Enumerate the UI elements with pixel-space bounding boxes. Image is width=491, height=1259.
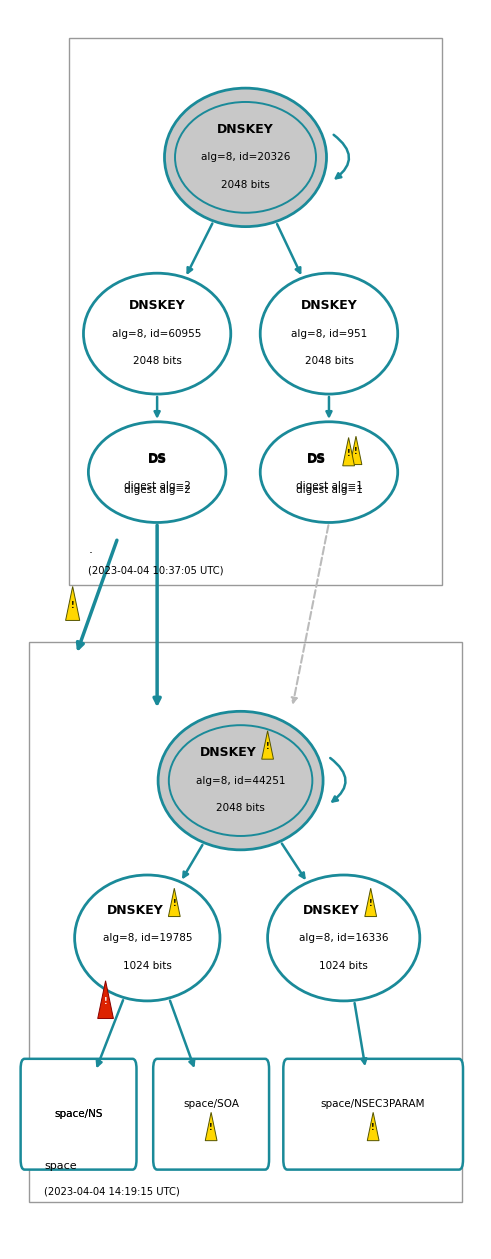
Text: DNSKEY: DNSKEY	[303, 904, 360, 917]
Text: DNSKEY: DNSKEY	[129, 300, 186, 312]
Text: !: !	[104, 997, 108, 1006]
Text: space: space	[44, 1161, 77, 1171]
Text: alg=8, id=951: alg=8, id=951	[291, 329, 367, 339]
FancyArrowPatch shape	[334, 135, 349, 179]
Text: 2048 bits: 2048 bits	[216, 803, 265, 813]
Text: 1024 bits: 1024 bits	[319, 961, 368, 971]
Text: DS: DS	[147, 452, 167, 465]
Text: 2048 bits: 2048 bits	[221, 180, 270, 190]
Text: !: !	[266, 742, 270, 750]
Ellipse shape	[268, 875, 420, 1001]
Text: space/SOA: space/SOA	[183, 1099, 239, 1109]
Polygon shape	[66, 587, 80, 621]
Text: alg=8, id=19785: alg=8, id=19785	[103, 933, 192, 943]
Polygon shape	[262, 730, 273, 759]
FancyBboxPatch shape	[21, 1059, 136, 1170]
Text: DS: DS	[307, 452, 327, 465]
Text: DS: DS	[307, 453, 327, 466]
Text: digest alg=1: digest alg=1	[296, 485, 362, 495]
Text: DNSKEY: DNSKEY	[217, 123, 274, 136]
Text: alg=8, id=60955: alg=8, id=60955	[112, 329, 202, 339]
Text: (2023-04-04 10:37:05 UTC): (2023-04-04 10:37:05 UTC)	[88, 565, 224, 575]
Text: DNSKEY: DNSKEY	[107, 904, 164, 917]
Text: alg=8, id=20326: alg=8, id=20326	[201, 152, 290, 162]
Polygon shape	[98, 981, 113, 1019]
Ellipse shape	[260, 422, 398, 522]
Ellipse shape	[164, 88, 327, 227]
Polygon shape	[367, 1113, 379, 1141]
Text: !: !	[354, 447, 358, 456]
Text: alg=8, id=16336: alg=8, id=16336	[299, 933, 388, 943]
Ellipse shape	[83, 273, 231, 394]
Polygon shape	[205, 1113, 217, 1141]
Text: 1024 bits: 1024 bits	[123, 961, 172, 971]
Text: .: .	[88, 544, 92, 556]
Text: 2048 bits: 2048 bits	[304, 356, 354, 366]
Text: digest alg=2: digest alg=2	[124, 481, 191, 491]
Text: (2023-04-04 14:19:15 UTC): (2023-04-04 14:19:15 UTC)	[44, 1186, 180, 1196]
Text: !: !	[371, 1123, 375, 1132]
Text: digest alg=1: digest alg=1	[296, 481, 362, 491]
Text: DNSKEY: DNSKEY	[300, 300, 357, 312]
Text: space/NSEC3PARAM: space/NSEC3PARAM	[321, 1099, 425, 1109]
Text: space/NS: space/NS	[55, 1109, 103, 1119]
FancyBboxPatch shape	[283, 1059, 463, 1170]
Text: !: !	[347, 448, 351, 457]
Text: DNSKEY: DNSKEY	[200, 747, 257, 759]
FancyBboxPatch shape	[29, 642, 462, 1202]
Text: alg=8, id=44251: alg=8, id=44251	[196, 776, 285, 786]
Polygon shape	[343, 438, 355, 466]
FancyBboxPatch shape	[69, 38, 442, 585]
Polygon shape	[168, 889, 180, 917]
Text: digest alg=2: digest alg=2	[124, 485, 191, 495]
FancyBboxPatch shape	[153, 1059, 269, 1170]
Polygon shape	[350, 437, 362, 465]
Text: space/NS: space/NS	[55, 1109, 103, 1119]
Text: !: !	[369, 899, 373, 908]
Ellipse shape	[88, 422, 226, 522]
FancyArrowPatch shape	[330, 758, 346, 802]
Text: DS: DS	[147, 453, 167, 466]
Text: !: !	[172, 899, 176, 908]
Text: 2048 bits: 2048 bits	[133, 356, 182, 366]
Ellipse shape	[75, 875, 220, 1001]
Ellipse shape	[158, 711, 323, 850]
Polygon shape	[365, 889, 377, 917]
Text: !: !	[209, 1123, 213, 1132]
Text: !: !	[71, 601, 75, 609]
Ellipse shape	[260, 273, 398, 394]
